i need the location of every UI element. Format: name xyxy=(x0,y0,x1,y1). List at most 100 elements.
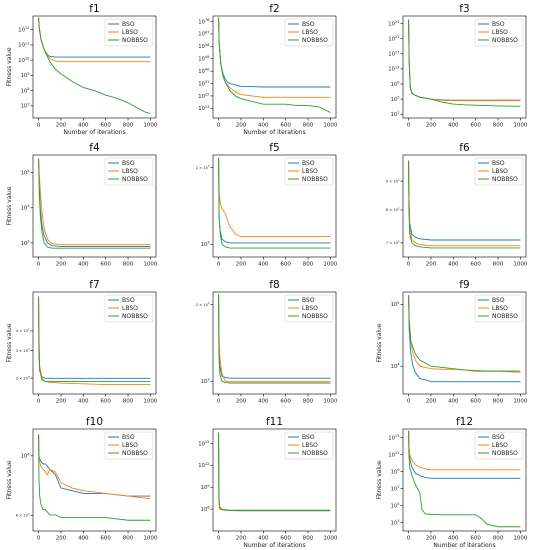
chart-f8: f8 0 200 400 600 800 1000 2 × 103 103 BSOLBSONOBB… xyxy=(196,279,338,405)
x-tick-label: 400 xyxy=(448,123,459,129)
x-tick-label: 600 xyxy=(470,123,481,129)
chart-title: f10 xyxy=(86,416,103,428)
chart-f10: f10 0 200 400 600 800 1000 104 6 × 103 Fitness va… xyxy=(6,416,158,542)
y-tick-label: 1049 xyxy=(198,55,210,62)
y-axis-label: Fitness value xyxy=(6,460,13,499)
y-tick-label: 1013 xyxy=(198,105,210,112)
series-line-bso xyxy=(408,295,521,383)
series-line-lbso xyxy=(408,430,521,471)
y-tick-label: 105 xyxy=(391,96,400,103)
series-line-lbso xyxy=(218,157,331,238)
x-tick-label: 0 xyxy=(407,536,411,542)
chart-f9: f9 0 200 400 600 800 1000 105 104 Fitness value BS… xyxy=(376,279,528,405)
series-line-nobbso xyxy=(218,17,331,113)
x-tick-label: 200 xyxy=(56,123,67,129)
x-tick-label: 1000 xyxy=(323,399,337,405)
y-tick-label: 1013 xyxy=(388,65,400,72)
plot-frame xyxy=(32,15,157,119)
y-tick-label: 3 × 103 xyxy=(16,347,30,353)
legend-label-bso: BSO xyxy=(492,297,505,304)
x-tick-label: 800 xyxy=(123,262,134,268)
y-tick-label: 9 × 102 xyxy=(386,178,400,184)
legend-label-nobbso: NOBBSO xyxy=(122,313,148,320)
legend-label-lbso: LBSO xyxy=(122,29,138,36)
series-line-nobbso xyxy=(38,296,151,382)
x-tick-label: 1000 xyxy=(513,123,527,129)
legend-label-lbso: LBSO xyxy=(302,442,318,449)
y-tick-label: 107 xyxy=(21,102,30,109)
series-line-lbso xyxy=(38,434,151,500)
x-tick-label: 600 xyxy=(470,536,481,542)
x-tick-label: 400 xyxy=(448,399,459,405)
x-tick-label: 0 xyxy=(217,123,221,129)
legend-box xyxy=(284,431,334,460)
x-tick-label: 1000 xyxy=(513,536,527,542)
y-tick-label: 1015 xyxy=(198,440,209,447)
x-tick-label: 1000 xyxy=(143,123,157,129)
x-axis-label: Number of iterations xyxy=(243,129,305,136)
chart-title: f3 xyxy=(459,3,469,15)
y-tick-label: 4 × 103 xyxy=(16,328,30,334)
y-tick-label: 103 xyxy=(21,239,31,246)
plot-frame xyxy=(212,15,337,119)
legend-label-bso: BSO xyxy=(302,297,315,304)
series-line-lbso xyxy=(38,158,151,246)
x-tick-label: 800 xyxy=(303,262,314,268)
x-tick-label: 0 xyxy=(407,399,411,405)
series-line-nobbso xyxy=(38,434,151,521)
y-tick-label: 1017 xyxy=(388,50,399,57)
legend-label-lbso: LBSO xyxy=(492,442,508,449)
x-tick-label: 0 xyxy=(217,399,221,405)
x-tick-label: 800 xyxy=(493,123,504,129)
x-tick-label: 1000 xyxy=(323,262,337,268)
x-tick-label: 400 xyxy=(78,536,89,542)
x-tick-label: 200 xyxy=(236,399,247,405)
series-line-nobbso xyxy=(218,432,331,512)
chart-f1: f1 0 200 400 600 800 1000 1012 1011 1010 109 108 107… xyxy=(6,3,158,136)
x-tick-label: 400 xyxy=(78,123,89,129)
x-tick-label: 800 xyxy=(493,262,504,268)
y-tick-label: 103 xyxy=(201,378,211,385)
x-tick-label: 1000 xyxy=(323,536,337,542)
chart-title: f11 xyxy=(266,416,283,428)
x-tick-label: 200 xyxy=(56,399,67,405)
legend-label-lbso: LBSO xyxy=(492,305,508,312)
y-tick-label: 105 xyxy=(391,502,400,509)
x-tick-label: 600 xyxy=(470,262,481,268)
y-tick-label: 1022 xyxy=(198,92,209,99)
legend-label-bso: BSO xyxy=(302,21,315,28)
x-tick-label: 800 xyxy=(493,536,504,542)
series-line-nobbso xyxy=(408,19,521,107)
legend-label-nobbso: NOBBSO xyxy=(492,313,518,320)
chart-title: f5 xyxy=(269,142,279,154)
legend-box xyxy=(104,294,154,323)
legend-label-bso: BSO xyxy=(492,160,505,167)
x-tick-label: 600 xyxy=(470,399,481,405)
y-axis-label: Fitness value xyxy=(376,460,383,499)
legend-label-bso: BSO xyxy=(122,297,135,304)
x-tick-label: 800 xyxy=(123,536,134,542)
y-tick-label: 1011 xyxy=(388,451,399,458)
x-tick-label: 600 xyxy=(280,536,291,542)
y-tick-label: 104 xyxy=(391,363,401,370)
x-tick-label: 200 xyxy=(426,123,437,129)
y-tick-label: 7 × 102 xyxy=(386,239,400,245)
x-tick-label: 1000 xyxy=(143,399,157,405)
legend-box xyxy=(474,431,524,460)
x-tick-label: 600 xyxy=(280,262,291,268)
legend-label-nobbso: NOBBSO xyxy=(492,450,518,457)
y-tick-label: 109 xyxy=(201,484,211,491)
chart-f7: f7 0 200 400 600 800 1000 4 × 103 3 × 103 2 × 103… xyxy=(6,279,158,405)
x-tick-label: 600 xyxy=(280,399,291,405)
legend-label-lbso: LBSO xyxy=(302,168,318,175)
legend-box xyxy=(474,18,524,47)
series-line-nobbso xyxy=(408,295,521,372)
x-tick-label: 600 xyxy=(100,536,111,542)
y-tick-label: 1010 xyxy=(18,57,30,64)
series-line-nobbso xyxy=(408,160,521,249)
x-tick-label: 0 xyxy=(37,123,41,129)
